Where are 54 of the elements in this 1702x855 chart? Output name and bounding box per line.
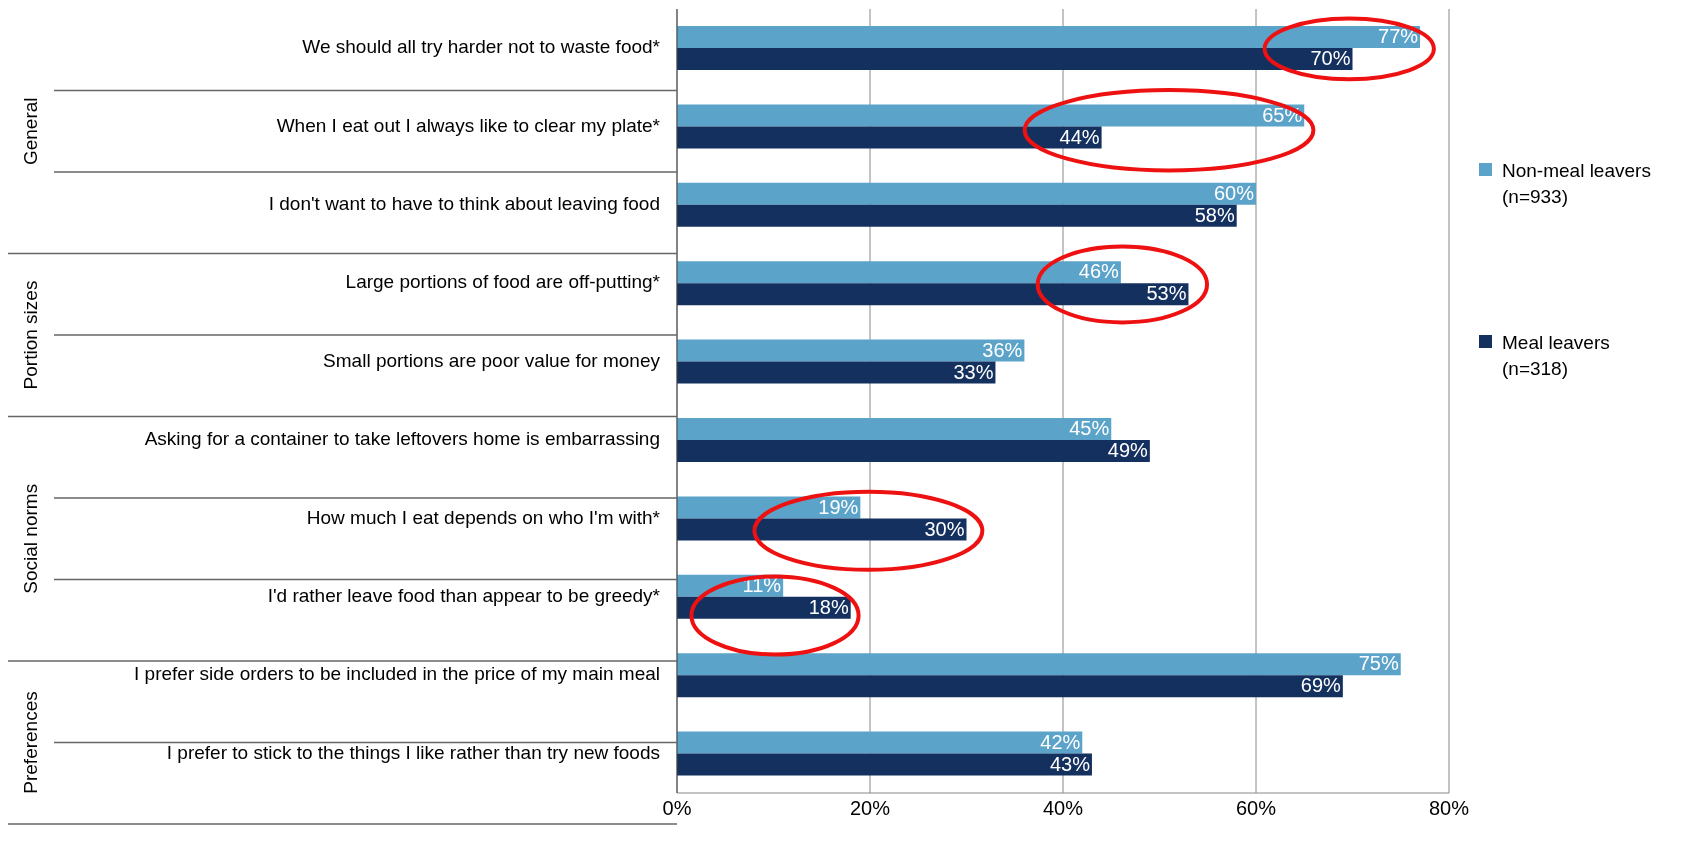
bar	[677, 283, 1189, 306]
bar	[677, 361, 996, 384]
text: General	[20, 97, 42, 166]
data-label: 77%	[1378, 25, 1419, 48]
y-tick-label: Asking for a container to take leftovers home is embarrassing	[144, 428, 660, 450]
bar	[677, 518, 967, 541]
y-tick-label: I don't want to have to think about leaving food	[268, 193, 660, 215]
bar	[677, 731, 1083, 754]
data-label: 45%	[1069, 417, 1110, 440]
data-label: 60%	[1213, 182, 1255, 205]
bar	[677, 204, 1237, 227]
data-label: 36%	[982, 338, 1023, 361]
y-tick-label: Large portions of food are off-putting*	[345, 271, 661, 293]
bar	[677, 440, 1150, 462]
bar	[677, 418, 1112, 440]
text: Portion sizes	[20, 280, 42, 390]
x-tick-label: 60%	[1235, 797, 1277, 820]
x-tick-label: 0%	[662, 797, 692, 820]
y-tick-label: How much I eat depends on who I'm with*	[306, 506, 661, 528]
data-label: 75%	[1358, 652, 1399, 675]
bar	[677, 675, 1343, 698]
bar	[677, 104, 1305, 127]
bar	[677, 126, 1102, 149]
y-tick-label: Small portions are poor value for money	[323, 349, 661, 371]
data-label: 70%	[1310, 47, 1351, 70]
data-label: 42%	[1040, 730, 1081, 753]
bar	[677, 753, 1092, 776]
data-label: 30%	[924, 517, 965, 540]
x-tick-label: 80%	[1428, 797, 1470, 820]
data-label: 19%	[818, 495, 859, 518]
x-tick-label: 40%	[1042, 797, 1084, 820]
bar	[677, 339, 1025, 362]
data-label: 53%	[1146, 282, 1187, 305]
data-label: 44%	[1059, 125, 1100, 148]
data-label: 46%	[1078, 260, 1120, 283]
data-label: 18%	[808, 596, 849, 619]
bar	[677, 653, 1401, 676]
data-label: 49%	[1107, 439, 1149, 462]
y-tick-label: We should all try harder not to waste food*	[302, 36, 661, 58]
data-label: 43%	[1049, 752, 1091, 775]
data-label: 69%	[1300, 674, 1342, 697]
y-tick-label: When I eat out I always like to clear my plate*	[276, 114, 661, 136]
bar	[677, 261, 1121, 284]
bar	[677, 182, 1256, 205]
x-tick-label: 20%	[849, 797, 891, 820]
data-label: 33%	[953, 360, 994, 383]
data-label: 58%	[1194, 204, 1235, 227]
text: Social norms	[20, 483, 42, 594]
y-tick-label: I'd rather leave food than appear to be greedy*	[267, 585, 661, 607]
legend-label: Meal leavers (n=318)	[1502, 331, 1611, 381]
text: Preferences	[20, 691, 42, 794]
y-tick-label: I prefer to stick to the things I like rather than try new foods	[166, 741, 660, 763]
legend-label: Non-meal leavers (n=933)	[1502, 159, 1652, 209]
y-tick-label: I prefer side orders to be included in the price of my main meal	[134, 663, 660, 685]
